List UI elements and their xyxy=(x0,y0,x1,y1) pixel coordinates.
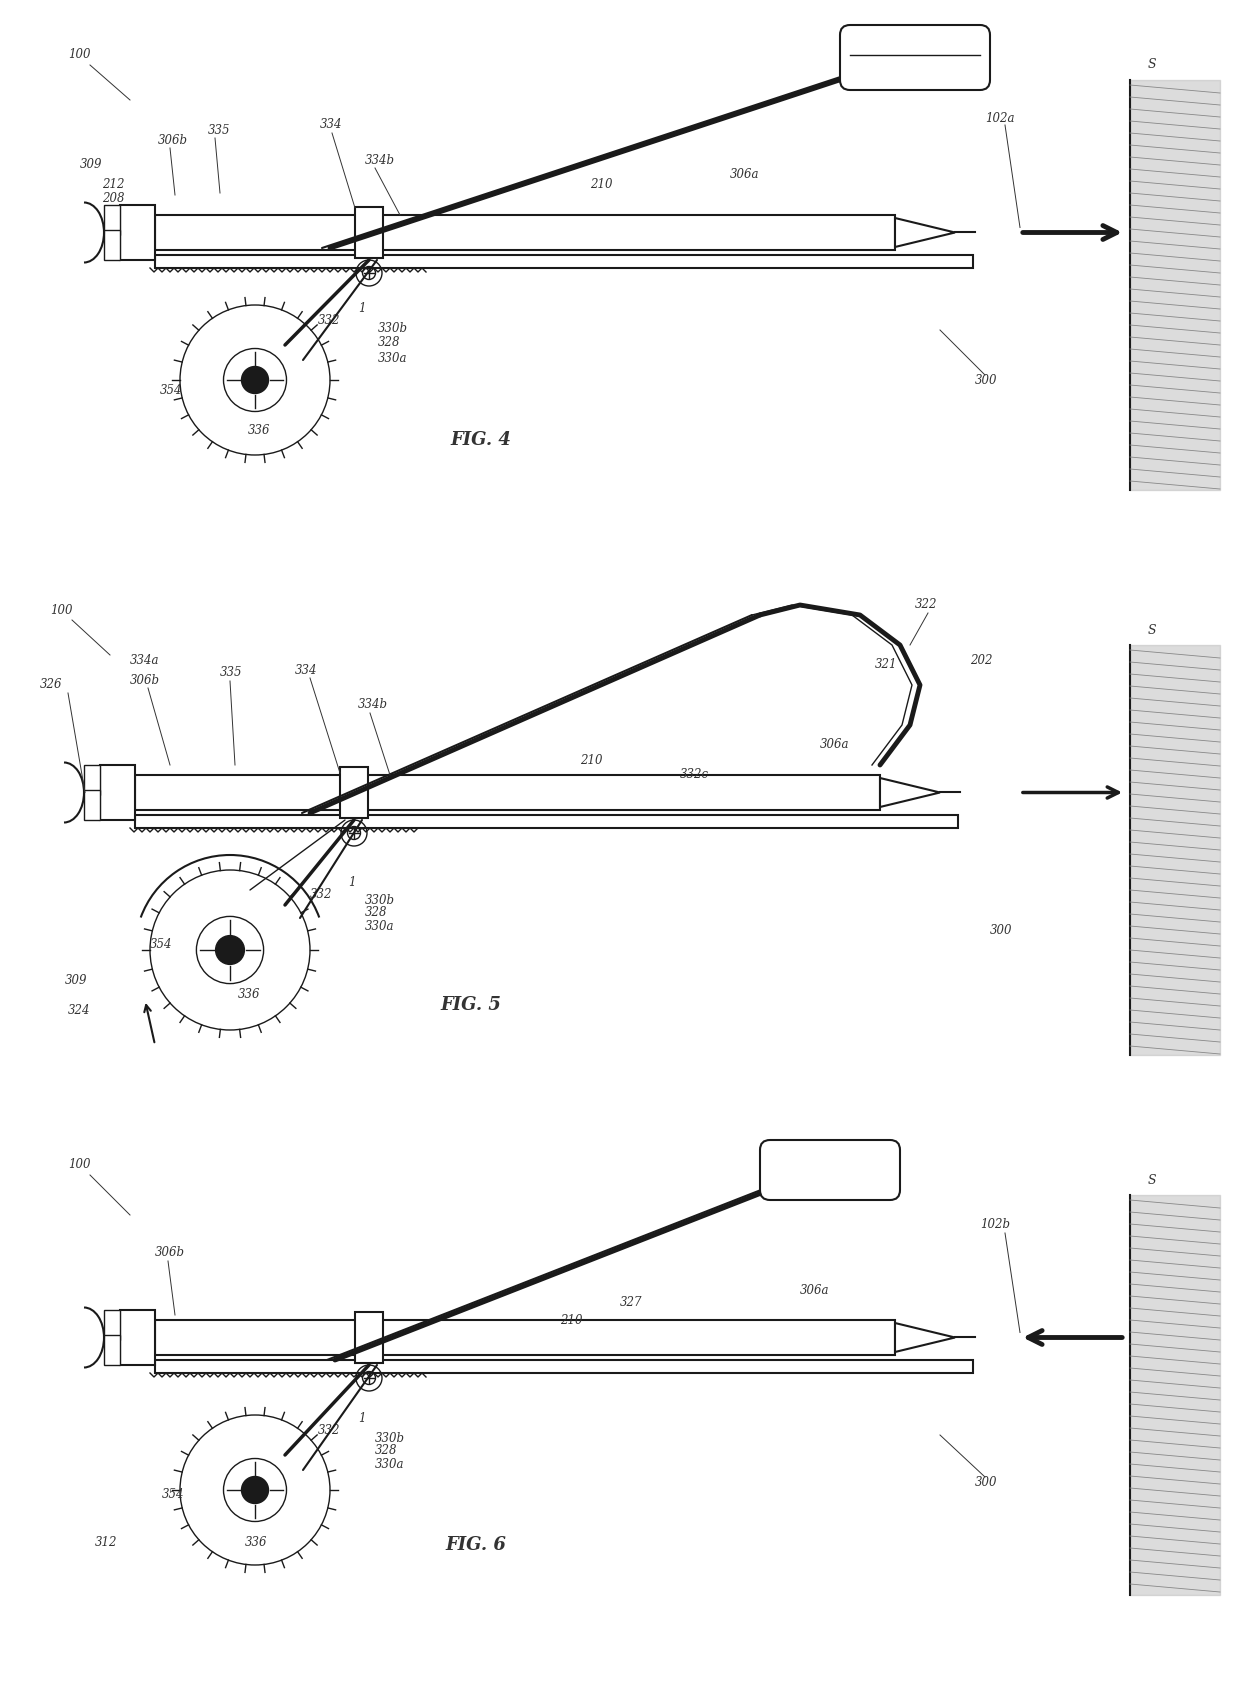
Text: 1: 1 xyxy=(348,876,356,890)
Text: 306a: 306a xyxy=(800,1284,830,1296)
Bar xyxy=(340,766,368,817)
Bar xyxy=(135,775,880,810)
Bar xyxy=(84,765,100,795)
Text: FIG. 4: FIG. 4 xyxy=(450,431,511,448)
Circle shape xyxy=(242,1477,269,1504)
Text: 332: 332 xyxy=(310,888,332,902)
Bar xyxy=(84,790,100,821)
Text: 100: 100 xyxy=(68,49,91,61)
Polygon shape xyxy=(895,1323,955,1352)
Circle shape xyxy=(216,936,244,964)
Bar xyxy=(120,205,155,261)
Text: 202: 202 xyxy=(970,653,992,667)
Text: 327: 327 xyxy=(620,1296,642,1310)
Text: 334: 334 xyxy=(295,663,317,677)
Text: 309: 309 xyxy=(64,973,88,986)
Text: 334: 334 xyxy=(320,118,342,132)
Text: 309: 309 xyxy=(81,159,103,171)
Text: 321: 321 xyxy=(875,658,898,672)
Bar xyxy=(104,205,120,235)
Text: 336: 336 xyxy=(246,1536,268,1550)
Text: 354: 354 xyxy=(160,384,182,396)
Text: 100: 100 xyxy=(50,604,72,616)
Text: S: S xyxy=(1148,623,1157,636)
FancyBboxPatch shape xyxy=(839,25,990,90)
Circle shape xyxy=(242,367,269,394)
Text: 335: 335 xyxy=(208,124,231,137)
Text: 320a: 320a xyxy=(839,61,869,74)
Text: 1: 1 xyxy=(358,1411,366,1425)
Text: 212: 212 xyxy=(102,178,124,191)
Bar xyxy=(104,1310,120,1340)
Text: 328: 328 xyxy=(378,335,401,349)
Text: 336: 336 xyxy=(238,988,260,1002)
Text: 330b: 330b xyxy=(374,1431,405,1445)
Text: 322: 322 xyxy=(915,599,937,611)
Text: 332: 332 xyxy=(317,1423,341,1437)
Text: 210: 210 xyxy=(580,753,603,766)
Text: 326: 326 xyxy=(40,678,62,692)
Text: 306b: 306b xyxy=(130,673,160,687)
Bar xyxy=(155,255,973,267)
Bar xyxy=(135,816,959,827)
Text: 332c: 332c xyxy=(680,768,709,782)
Text: 328: 328 xyxy=(374,1445,398,1457)
Bar xyxy=(120,1310,155,1365)
Text: S: S xyxy=(1148,1174,1157,1186)
Text: 354: 354 xyxy=(162,1489,185,1501)
Text: 306a: 306a xyxy=(820,738,849,751)
Text: 306a: 306a xyxy=(730,169,759,181)
Text: 330b: 330b xyxy=(365,893,396,907)
Text: FIG. 6: FIG. 6 xyxy=(445,1536,506,1553)
Text: 1: 1 xyxy=(358,301,366,315)
Text: 312: 312 xyxy=(95,1536,118,1550)
Text: 330a: 330a xyxy=(374,1459,404,1472)
Bar xyxy=(104,1335,120,1365)
Bar xyxy=(155,1320,895,1355)
Text: 300: 300 xyxy=(990,924,1013,936)
Text: 300: 300 xyxy=(975,1477,997,1489)
Text: FIG. 5: FIG. 5 xyxy=(440,997,501,1014)
Text: 328: 328 xyxy=(365,907,387,919)
Bar xyxy=(104,230,120,261)
Text: 300: 300 xyxy=(975,374,997,386)
Text: 306b: 306b xyxy=(155,1247,185,1259)
Text: 210: 210 xyxy=(560,1313,583,1327)
Text: 334a: 334a xyxy=(130,653,160,667)
Text: 334b: 334b xyxy=(365,154,396,166)
Text: 102b: 102b xyxy=(980,1218,1011,1232)
Text: S: S xyxy=(1148,59,1157,71)
Polygon shape xyxy=(880,778,940,807)
Text: 210: 210 xyxy=(590,178,613,191)
Text: 332: 332 xyxy=(317,313,341,327)
Bar xyxy=(100,765,135,821)
Text: 336: 336 xyxy=(248,423,270,437)
Text: 321: 321 xyxy=(885,42,908,54)
Bar xyxy=(155,1360,973,1372)
Bar xyxy=(355,1311,383,1364)
Text: 208: 208 xyxy=(102,191,124,205)
Text: 100: 100 xyxy=(68,1159,91,1171)
Polygon shape xyxy=(895,218,955,247)
Text: 330a: 330a xyxy=(365,920,394,934)
FancyBboxPatch shape xyxy=(760,1140,900,1200)
Text: 306b: 306b xyxy=(157,134,188,147)
Bar xyxy=(155,215,895,250)
Text: 324: 324 xyxy=(68,1003,91,1017)
Text: 335: 335 xyxy=(219,667,243,680)
Bar xyxy=(355,206,383,257)
Text: 102a: 102a xyxy=(985,112,1014,125)
Text: 330b: 330b xyxy=(378,321,408,335)
Text: 330a: 330a xyxy=(378,352,408,364)
Text: 354: 354 xyxy=(150,939,172,951)
Text: 334b: 334b xyxy=(358,699,388,712)
